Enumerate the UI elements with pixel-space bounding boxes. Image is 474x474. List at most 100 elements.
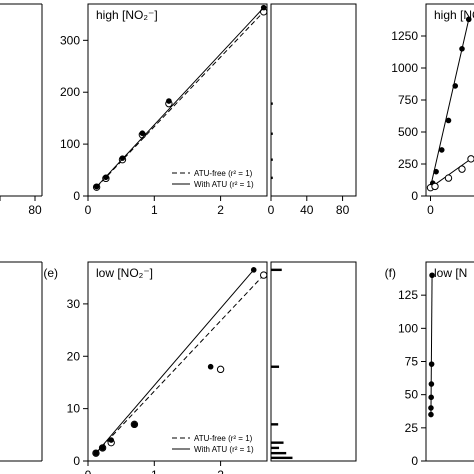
right-top-series-0-point	[445, 117, 452, 124]
right-bottom-ytick-label: 125	[398, 288, 418, 302]
hist-top-bar	[271, 102, 273, 105]
hist-top-xtick-label: 80	[336, 203, 350, 217]
right-top-ytick-label: 1250	[391, 29, 418, 43]
right-bottom-series-0-point	[428, 381, 435, 387]
right-top-series-1-point	[467, 155, 474, 163]
hist-bottom-bar	[271, 456, 293, 460]
right-top-series-0-point	[438, 147, 445, 153]
right-top-title: high [NO	[434, 8, 474, 22]
mid-top-series-1-point	[166, 98, 172, 104]
mid-bottom-xtick-label: 1	[151, 468, 158, 474]
right-top-ytick-label: 500	[398, 125, 418, 139]
mid-bottom-series-1-point	[207, 363, 214, 370]
mid-bottom-panel: 0 10 20 30 0 1 2 low [NO₂⁻] (e) ATU-free (r² = 1)…	[43, 261, 268, 474]
mid-bottom-legend-label: ATU-free (r² = 1)	[194, 434, 253, 443]
right-bottom-ytick-label: 0	[411, 454, 418, 468]
hist-top-xtick-label: 40	[300, 203, 314, 217]
mid-bottom-plot-frame	[87, 261, 268, 462]
mid-top-legend-label: ATU-free (r² = 1)	[194, 169, 253, 178]
mid-top-title: high [NO₂⁻]	[96, 8, 158, 22]
mid-bottom-legend-label: With ATU (r² = 1)	[194, 445, 254, 454]
mid-bottom-xtick-label: 2	[217, 468, 224, 474]
mid-top-ytick-label: 200	[60, 85, 80, 99]
right-top-series-1-point	[458, 165, 466, 173]
hist-bottom-bar	[271, 365, 280, 368]
right-top-series-0-point	[452, 83, 459, 89]
right-bottom-series-0-point	[428, 411, 434, 418]
mid-bottom-series-0-point	[216, 365, 225, 374]
right-top-series-0-point	[459, 46, 465, 52]
hist-top-plot-frame	[270, 3, 357, 197]
mid-top-ytick-label: 300	[60, 33, 80, 47]
hist-bottom-panel	[270, 261, 357, 462]
mid-bottom-series-0-point	[259, 271, 267, 279]
mid-top-xtick-label: 0	[85, 203, 92, 217]
right-top-series-1-point	[444, 174, 453, 182]
right-top-plot-area	[426, 16, 474, 192]
right-top-panel: 0 250 500 750 1000 1250 0 high [NO	[391, 3, 474, 217]
mid-bottom-ytick-label: 10	[67, 402, 81, 416]
hist-bottom-bar	[271, 446, 280, 450]
right-bottom-series-0-point	[428, 405, 434, 411]
mid-bottom-ytick-label: 20	[67, 349, 81, 363]
hist-top-bar	[271, 176, 273, 180]
hist-top-bar	[271, 132, 273, 135]
mid-bottom-ytick-label: 0	[73, 454, 80, 468]
left-top-xtick-label: 80	[28, 203, 42, 217]
right-bottom-ytick-label: 75	[405, 355, 419, 369]
mid-bottom-series-1-point	[108, 437, 115, 443]
mid-bottom-panel-label: (e)	[43, 266, 58, 280]
right-bottom-ytick-label: 25	[405, 421, 419, 435]
mid-bottom-series-1-point	[99, 445, 106, 451]
mid-top-plot-area	[92, 4, 267, 191]
mid-top-ytick-label: 0	[73, 189, 80, 203]
right-top-xtick-label: 0	[427, 203, 434, 217]
mid-top-panel: 0 100 200 300 0 1 2 high [NO₂⁻] ATU-free (r² = 1…	[60, 3, 268, 217]
right-top-ytick-label: 1000	[391, 61, 418, 75]
right-top-series-1-point	[431, 182, 439, 191]
right-bottom-series-0-point	[428, 361, 435, 367]
right-bottom-series-0-point	[429, 272, 435, 279]
hist-bottom-plot-frame	[270, 261, 357, 462]
right-top-series-0-point	[433, 168, 439, 175]
mid-bottom-series-1-line	[95, 269, 255, 454]
mid-bottom-plot-area	[92, 267, 267, 457]
mid-top-legend-label: With ATU (r² = 1)	[194, 180, 254, 189]
hist-bottom-bar	[271, 451, 287, 455]
mid-bottom-xtick-label: 0	[85, 468, 92, 474]
mid-top-series-1-point	[93, 183, 100, 190]
right-bottom-plot-area	[428, 272, 435, 418]
mid-bottom-ytick-label: 30	[67, 297, 81, 311]
right-bottom-panel-label: (f)	[385, 266, 396, 280]
hist-top-xtick-label: 0	[268, 203, 275, 217]
hist-bottom-bar	[271, 268, 282, 272]
mid-top-series-1-point	[139, 130, 146, 137]
mid-bottom-series-1-point	[93, 450, 99, 456]
mid-top-plot-frame	[87, 3, 268, 197]
right-top-ytick-label: 0	[411, 189, 418, 203]
mid-top-series-1-point	[119, 155, 126, 161]
mid-bottom-title: low [NO₂⁻]	[96, 266, 153, 280]
right-top-series-0-point	[465, 16, 472, 23]
hist-top-panel: 0 40 80	[268, 3, 357, 217]
mid-bottom-series-1-point	[131, 421, 138, 428]
right-bottom-title: low [N	[434, 266, 467, 280]
right-bottom-series-0-line	[430, 275, 433, 415]
right-top-ytick-label: 750	[398, 93, 418, 107]
mid-top-xtick-label: 2	[217, 203, 224, 217]
mid-bottom-series-0-line	[95, 274, 265, 454]
right-bottom-ytick-label: 100	[398, 321, 418, 335]
right-bottom-plot-frame	[425, 261, 474, 462]
mid-top-xtick-label: 1	[151, 203, 158, 217]
hist-top-bar	[271, 158, 273, 161]
hist-bottom-bar	[271, 423, 279, 426]
mid-top-ytick-label: 100	[60, 137, 80, 151]
mid-top-series-1-point	[260, 4, 267, 11]
mid-bottom-series-1-point	[250, 267, 257, 273]
right-bottom-ytick-label: 50	[405, 388, 419, 402]
left-panels: 80	[0, 3, 43, 462]
mid-top-series-1-point	[103, 174, 109, 181]
right-top-series-0-line	[430, 19, 470, 188]
right-bottom-series-0-point	[428, 394, 434, 401]
